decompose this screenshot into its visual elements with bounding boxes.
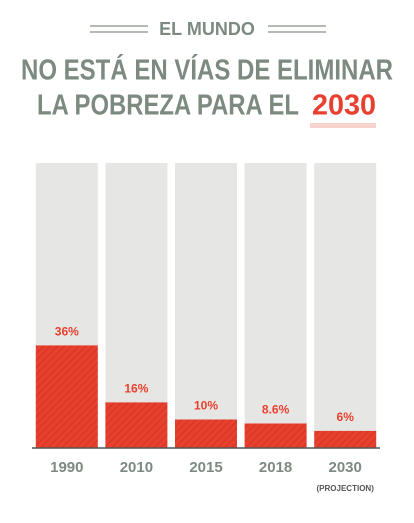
highlight-underline [310, 123, 376, 128]
x-tick-label: 2018 [259, 459, 292, 476]
value-label: 10% [194, 399, 218, 413]
value-label: 8.6% [262, 403, 290, 417]
title-highlight: 2030 [312, 90, 376, 122]
bar-track [314, 163, 377, 448]
value-label: 6% [337, 410, 355, 424]
kicker: EL MUNDO [159, 19, 255, 39]
value-label: 16% [124, 382, 148, 396]
value-label: 36% [55, 325, 79, 339]
title-line: NO ESTÁ EN VÍAS DE ELIMINAR [21, 53, 393, 87]
x-tick-label: 2030 [329, 459, 362, 476]
bar [314, 430, 377, 448]
x-tick-label: 2010 [120, 459, 153, 476]
x-tick-label: 2015 [189, 459, 222, 476]
bar [244, 423, 307, 448]
bar-track [244, 163, 307, 448]
bar-track [175, 163, 237, 448]
bar-track [105, 163, 168, 448]
annotation: (PROJECTION) [317, 484, 375, 493]
bar [35, 345, 98, 448]
title-line: LA POBREZA PARA EL [37, 90, 299, 122]
bar [105, 402, 168, 448]
bar [175, 419, 237, 448]
x-tick-label: 1990 [50, 459, 83, 476]
